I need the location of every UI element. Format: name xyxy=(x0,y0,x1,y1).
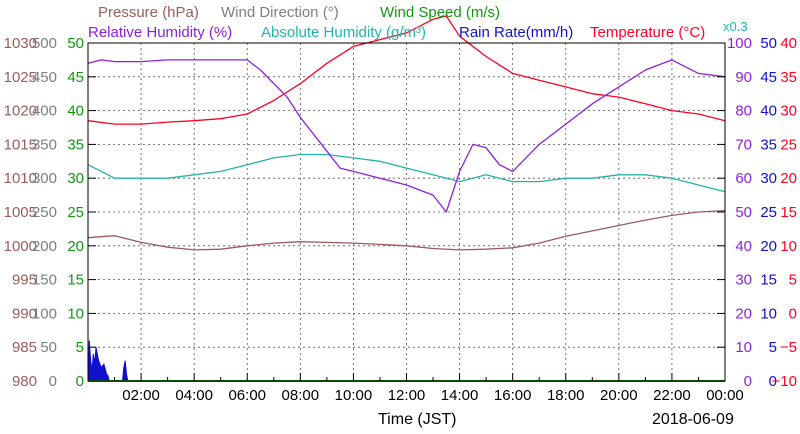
y-tick-label-relative-humidity: 40 xyxy=(735,238,752,255)
legend-pressure: Pressure (hPa) xyxy=(98,4,199,21)
x-tick-label: 02:00 xyxy=(122,387,160,404)
y-tick-label-rain-rate: 15 xyxy=(760,272,777,289)
y-tick-label-temperature: −10 xyxy=(772,373,797,390)
y-tick-label-relative-humidity: 100 xyxy=(727,35,752,52)
y-tick-label-pressure: 990 xyxy=(12,305,37,322)
y-tick-label-temperature: −5 xyxy=(780,339,797,356)
y-tick-label-wind-direction: 500 xyxy=(32,35,57,52)
x-axis-title: Time (JST) xyxy=(378,411,457,428)
y-tick-label-wind-speed: 45 xyxy=(67,69,84,86)
legend-absolute-humidity: Absolute Humidity (g/m³) xyxy=(261,24,426,41)
y-tick-label-temperature: 5 xyxy=(789,272,797,289)
y-tick-label-wind-direction: 300 xyxy=(32,170,57,187)
legend-scale-note: x0.3 xyxy=(723,19,748,34)
y-tick-label-relative-humidity: 80 xyxy=(735,103,752,120)
y-axis-layer: 1030102510201015101010051000995990985980… xyxy=(4,35,797,390)
y-tick-label-temperature: 10 xyxy=(780,238,797,255)
y-tick-label-temperature: 35 xyxy=(780,69,797,86)
y-tick-label-rain-rate: 50 xyxy=(760,35,777,52)
legend: Pressure (hPa) Wind Direction (°) Wind S… xyxy=(88,4,748,41)
y-tick-label-relative-humidity: 90 xyxy=(735,69,752,86)
y-tick-label-rain-rate: 40 xyxy=(760,103,777,120)
y-tick-label-wind-speed: 30 xyxy=(67,170,84,187)
y-tick-label-wind-direction: 50 xyxy=(40,339,57,356)
y-tick-label-wind-speed: 25 xyxy=(67,204,84,221)
y-tick-label-temperature: 30 xyxy=(780,103,797,120)
y-tick-label-wind-direction: 200 xyxy=(32,238,57,255)
y-tick-label-wind-direction: 250 xyxy=(32,204,57,221)
x-tick-label: 14:00 xyxy=(441,387,479,404)
y-tick-label-wind-direction: 0 xyxy=(49,373,57,390)
y-tick-label-wind-speed: 10 xyxy=(67,305,84,322)
y-tick-label-wind-direction: 150 xyxy=(32,272,57,289)
series-temperature-c xyxy=(87,15,726,125)
y-tick-label-temperature: 15 xyxy=(780,204,797,221)
y-tick-label-wind-speed: 20 xyxy=(67,238,84,255)
x-tick-label: 16:00 xyxy=(494,387,532,404)
y-tick-label-temperature: 25 xyxy=(780,136,797,153)
y-tick-label-rain-rate: 25 xyxy=(760,204,777,221)
y-tick-label-pressure: 1025 xyxy=(4,69,37,86)
y-tick-label-wind-speed: 35 xyxy=(67,136,84,153)
legend-wind-speed: Wind Speed (m/s) xyxy=(380,4,500,21)
y-tick-label-rain-rate: 10 xyxy=(760,305,777,322)
y-tick-label-pressure: 980 xyxy=(12,373,37,390)
y-tick-label-temperature: 20 xyxy=(780,170,797,187)
y-tick-label-relative-humidity: 10 xyxy=(735,339,752,356)
x-tick-label: 06:00 xyxy=(228,387,266,404)
legend-wind-direction: Wind Direction (°) xyxy=(221,4,339,21)
y-tick-label-wind-direction: 450 xyxy=(32,69,57,86)
y-tick-label-pressure: 1010 xyxy=(4,170,37,187)
y-tick-label-pressure: 1020 xyxy=(4,103,37,120)
y-tick-label-pressure: 1005 xyxy=(4,204,37,221)
y-tick-label-wind-direction: 400 xyxy=(32,103,57,120)
y-tick-label-wind-speed: 15 xyxy=(67,272,84,289)
y-tick-label-pressure: 1015 xyxy=(4,136,37,153)
y-tick-label-temperature: 40 xyxy=(780,35,797,52)
y-tick-label-rain-rate: 20 xyxy=(760,238,777,255)
series-relative-humidity xyxy=(87,59,726,213)
y-tick-label-wind-direction: 100 xyxy=(32,305,57,322)
series-rain-rate-mm-h xyxy=(87,340,725,382)
x-tick-label: 12:00 xyxy=(388,387,426,404)
legend-relative-humidity: Relative Humidity (%) xyxy=(88,24,232,41)
x-tick-label: 04:00 xyxy=(175,387,213,404)
y-tick-label-pressure: 985 xyxy=(12,339,37,356)
x-tick-label: 22:00 xyxy=(653,387,691,404)
x-tick-layer: 02:00 04:00 06:00 08:00 10:00 12:00 14:00 16:00… xyxy=(114,373,744,404)
y-tick-label-pressure: 1000 xyxy=(4,238,37,255)
grid-layer xyxy=(88,43,725,381)
y-tick-label-relative-humidity: 0 xyxy=(744,373,752,390)
y-tick-label-pressure: 1030 xyxy=(4,35,37,52)
y-tick-label-temperature: 0 xyxy=(789,305,797,322)
date-label: 2018-06-09 xyxy=(652,411,734,428)
y-tick-label-rain-rate: 5 xyxy=(769,339,777,356)
x-tick-label: 08:00 xyxy=(282,387,320,404)
series-pressure-hpa xyxy=(87,209,726,251)
y-tick-label-rain-rate: 0 xyxy=(769,373,777,390)
y-tick-label-relative-humidity: 60 xyxy=(735,170,752,187)
y-tick-label-wind-speed: 0 xyxy=(76,373,84,390)
y-tick-label-relative-humidity: 20 xyxy=(735,305,752,322)
y-tick-label-wind-direction: 350 xyxy=(32,136,57,153)
x-tick-label: 20:00 xyxy=(600,387,638,404)
y-tick-label-relative-humidity: 70 xyxy=(735,136,752,153)
y-tick-label-rain-rate: 35 xyxy=(760,136,777,153)
y-tick-label-wind-speed: 40 xyxy=(67,103,84,120)
y-tick-label-wind-speed: 5 xyxy=(76,339,84,356)
y-tick-label-rain-rate: 45 xyxy=(760,69,777,86)
series-absolute-humidity-g-m xyxy=(87,153,726,193)
legend-temperature: Temperature (°C) xyxy=(590,24,705,41)
y-tick-label-wind-speed: 50 xyxy=(67,35,84,52)
legend-rain-rate: Rain Rate(mm/h) xyxy=(459,24,573,41)
x-tick-label: 00:00 xyxy=(706,387,744,404)
x-tick-label: 10:00 xyxy=(335,387,373,404)
y-tick-label-rain-rate: 30 xyxy=(760,170,777,187)
x-tick-label: 18:00 xyxy=(547,387,585,404)
y-tick-label-relative-humidity: 50 xyxy=(735,204,752,221)
y-tick-label-relative-humidity: 30 xyxy=(735,272,752,289)
y-tick-label-pressure: 995 xyxy=(12,272,37,289)
